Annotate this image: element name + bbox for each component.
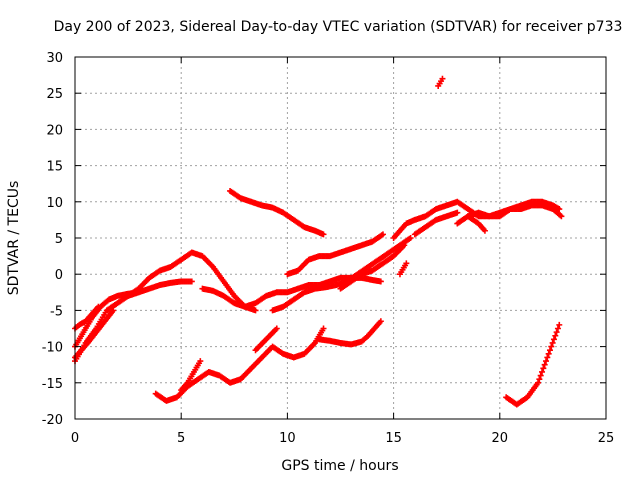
grid — [75, 57, 606, 419]
data-point — [535, 379, 542, 386]
chart-title: Day 200 of 2023, Sidereal Day-to-day VTE… — [54, 19, 623, 35]
data-point — [554, 325, 561, 332]
series-track-22 — [503, 321, 563, 408]
data-point — [558, 213, 565, 220]
y-axis-label: SDTVAR / TECUs — [6, 181, 22, 296]
data-point — [541, 361, 548, 368]
series-track-11 — [152, 368, 244, 404]
data-point — [549, 339, 556, 346]
x-tick-label: 5 — [177, 431, 185, 446]
data-point — [552, 332, 559, 339]
y-tick-label: 10 — [46, 196, 63, 211]
series-track-10 — [227, 187, 327, 238]
data-point — [481, 227, 488, 234]
data-point — [553, 329, 560, 336]
data-point — [273, 325, 280, 332]
data-point — [545, 350, 552, 357]
data-point — [556, 206, 563, 213]
y-axis-ticks: -20 -15 -10 -5 0 5 10 15 20 25 30 — [42, 51, 606, 428]
data-point — [188, 278, 195, 285]
y-tick-label: 30 — [46, 51, 63, 66]
y-tick-label: 25 — [46, 87, 63, 102]
data-point — [542, 358, 549, 365]
data-point — [197, 358, 204, 365]
y-tick-label: 20 — [46, 123, 63, 138]
data-point — [95, 303, 102, 310]
x-axis-ticks: 0 5 10 15 20 25 — [71, 57, 614, 446]
data-point — [320, 325, 327, 332]
series-track-21 — [435, 75, 446, 89]
data-point — [379, 231, 386, 238]
series-track-17 — [411, 209, 461, 238]
y-tick-label: 5 — [55, 232, 63, 247]
series-track-15 — [316, 318, 384, 348]
data-point — [110, 307, 117, 314]
data-point — [556, 321, 563, 328]
data-point — [540, 365, 547, 372]
x-tick-label: 20 — [492, 431, 509, 446]
data-point — [439, 75, 446, 82]
series-track-13 — [237, 325, 327, 383]
y-tick-label: 15 — [46, 160, 63, 175]
data-point — [544, 354, 551, 361]
y-tick-label: -15 — [42, 377, 63, 392]
x-tick-label: 0 — [71, 431, 79, 446]
x-tick-label: 25 — [598, 431, 615, 446]
data-point — [546, 347, 553, 354]
data-point — [407, 235, 414, 241]
series-track-19 — [464, 213, 488, 234]
y-tick-label: -10 — [42, 341, 63, 356]
data-points — [72, 75, 565, 408]
y-tick-label: 0 — [55, 268, 63, 283]
data-point — [377, 278, 384, 285]
data-point — [377, 318, 384, 325]
data-point — [537, 372, 544, 379]
data-point — [536, 376, 543, 383]
series-track-20 — [396, 260, 410, 278]
series-track-5 — [125, 249, 384, 310]
data-point — [539, 368, 546, 375]
series-track-18 — [454, 202, 565, 227]
data-point — [252, 307, 259, 314]
x-tick-label: 10 — [279, 431, 296, 446]
data-point — [454, 209, 461, 216]
x-tick-label: 15 — [385, 431, 402, 446]
x-axis-label: GPS time / hours — [281, 458, 398, 474]
data-point — [403, 260, 410, 267]
series-track-6 — [199, 285, 259, 314]
y-tick-label: -20 — [42, 413, 63, 428]
series-track-3 — [72, 307, 117, 361]
series-track-8 — [284, 231, 386, 278]
series-track-12 — [178, 358, 204, 394]
data-point — [550, 336, 557, 343]
data-point — [401, 242, 408, 249]
y-tick-label: -5 — [50, 304, 63, 319]
series-track-14 — [252, 325, 280, 354]
series-track-9 — [337, 242, 408, 292]
data-point — [548, 343, 555, 350]
data-point — [320, 231, 327, 238]
